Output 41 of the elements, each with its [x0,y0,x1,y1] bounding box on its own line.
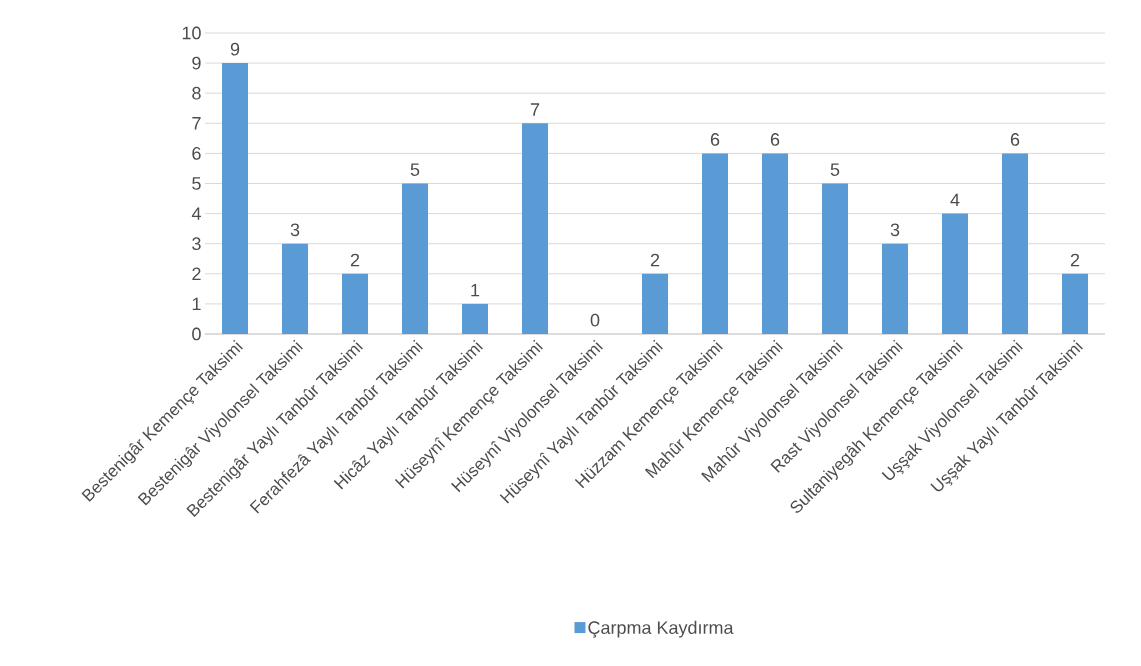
data-label: 6 [1010,133,1020,146]
data-label: 2 [1070,253,1080,267]
bar [702,153,728,334]
y-tick-label: 4 [191,207,201,220]
bar [402,183,429,334]
bar [942,213,968,334]
bar [522,123,548,334]
y-tick-label: 8 [192,86,201,100]
bar [1062,273,1088,334]
data-label: 3 [290,223,300,237]
bar [222,63,249,334]
data-label: 7 [530,103,540,116]
bar [642,273,668,334]
y-tick-label: 7 [192,117,201,130]
y-tick-label: 10 [182,26,201,40]
data-label: 2 [350,253,360,267]
bar [762,153,788,334]
y-tick-label: 2 [192,267,201,281]
y-tick-label: 0 [192,327,201,341]
data-label: 3 [890,223,900,237]
bar [1002,153,1028,334]
data-label: 4 [950,193,960,207]
data-label: 6 [710,133,720,146]
y-tick-label: 6 [192,147,201,160]
y-tick-label: 5 [192,177,201,190]
data-label: 6 [770,133,780,146]
y-tick-label: 3 [192,237,201,251]
legend-label: Çarpma Kaydırma [588,620,734,638]
data-label: 5 [410,163,420,176]
bar [342,273,369,334]
data-label: 5 [830,163,840,176]
y-tick-label: 9 [192,56,201,70]
y-tick-label: 1 [192,297,201,311]
data-label: 1 [471,283,480,297]
bar [282,243,309,334]
bar [882,243,908,334]
data-label: 2 [650,253,660,267]
data-label: 0 [590,313,600,327]
bar [822,183,848,334]
bar [462,303,488,334]
data-label: 9 [230,42,240,56]
